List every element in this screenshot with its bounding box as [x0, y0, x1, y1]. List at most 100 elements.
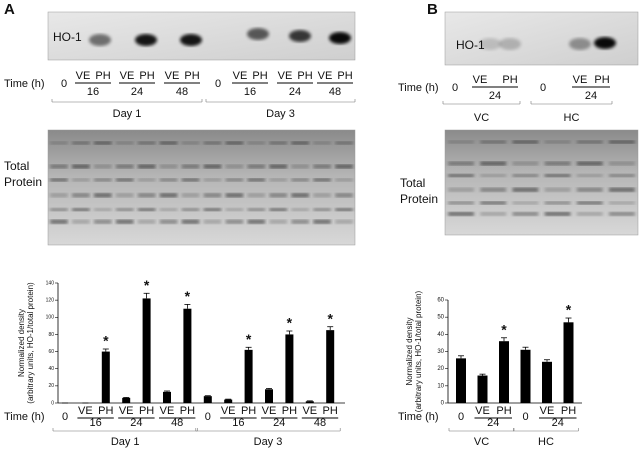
gel-band: [225, 164, 244, 169]
lane-label: VE: [475, 405, 490, 417]
gel-band: [50, 219, 68, 224]
gel-band: [94, 193, 112, 198]
bar: [563, 322, 574, 403]
gel-band: [269, 178, 288, 182]
bar: [183, 308, 192, 403]
gel-band: [512, 211, 539, 216]
bar: [285, 334, 294, 403]
bar: [203, 396, 212, 403]
time-label: 48: [176, 86, 188, 98]
bar: [122, 397, 131, 403]
gel-band: [181, 164, 200, 169]
gel-band: [448, 201, 474, 205]
lane-label: VE: [76, 70, 91, 82]
y-axis-title: Normalized density: [17, 309, 26, 377]
lane-label: 0: [452, 82, 458, 94]
gel-band: [480, 161, 507, 166]
gel-band: [115, 178, 134, 182]
gel-band: [512, 187, 539, 192]
lane-label: PH: [139, 70, 154, 82]
gel-band: [203, 141, 222, 145]
time-label: 24: [585, 90, 597, 102]
gel-band: [512, 140, 539, 144]
time-label: 24: [552, 417, 564, 429]
gel-band: [335, 178, 353, 182]
total-protein-gel: [444, 129, 639, 236]
lane-label: VE: [119, 405, 134, 417]
gel-band: [203, 193, 222, 198]
gel-band: [159, 208, 178, 212]
gel-band: [225, 141, 244, 145]
lane-label: VE: [120, 70, 135, 82]
gel-band: [247, 141, 266, 145]
lane-label: VE: [302, 405, 317, 417]
blot-band: [180, 34, 202, 46]
gel-band: [50, 208, 68, 212]
time-axis-title: Time (h): [4, 78, 45, 90]
gel-band: [94, 141, 112, 145]
time-label: 16: [89, 417, 101, 429]
gel-band: [313, 141, 331, 145]
y-tick-label: 50: [437, 315, 444, 321]
y-tick-label: 30: [437, 349, 444, 355]
lane-label: VE: [278, 70, 293, 82]
blot-band: [89, 34, 111, 46]
time-label: 24: [130, 417, 142, 429]
blot-band: [289, 30, 311, 42]
significance-label: *: [185, 288, 191, 304]
gel-band: [137, 164, 156, 169]
group-label: Day 3: [254, 436, 283, 448]
lane-label: PH: [594, 74, 609, 86]
gel-band: [576, 187, 603, 192]
y-tick-label: 80: [48, 332, 54, 338]
lane-label: VE: [233, 70, 248, 82]
gel-band: [137, 193, 156, 198]
lane-label: PH: [139, 405, 154, 417]
gel-band: [72, 219, 90, 224]
gel-band: [512, 201, 539, 205]
y-tick-label: 140: [46, 280, 55, 286]
gel-band: [480, 201, 507, 205]
gel-band: [137, 178, 156, 182]
gel-band: [159, 178, 178, 182]
gel-band: [72, 208, 90, 212]
gel-band: [291, 164, 309, 169]
group-label: Day 3: [266, 108, 295, 120]
gel-band: [313, 219, 331, 224]
gel-band: [609, 174, 635, 178]
time-label: 24: [487, 417, 499, 429]
lane-label: VE: [262, 405, 277, 417]
group-label: VC: [474, 112, 489, 124]
gel-band: [203, 219, 222, 224]
gel-band: [203, 208, 222, 212]
lane-label: VE: [540, 405, 555, 417]
significance-label: *: [144, 277, 150, 293]
gel-band: [448, 187, 474, 192]
gel-band: [225, 178, 244, 182]
time-label: 16: [244, 86, 256, 98]
y-tick-label: 0: [441, 401, 445, 407]
significance-label: *: [103, 333, 109, 349]
panel-letter: B: [427, 1, 438, 18]
gel-band: [313, 208, 331, 212]
gel-band: [291, 219, 309, 224]
gel-band: [291, 193, 309, 198]
bar: [244, 349, 253, 403]
bar: [456, 358, 466, 403]
group-label: Day 1: [113, 108, 142, 120]
gel-band: [544, 201, 571, 205]
bar: [224, 399, 233, 403]
lane-label: VE: [573, 74, 588, 86]
lane-label: PH: [241, 405, 256, 417]
gel-band: [609, 161, 635, 166]
gel-band: [313, 193, 331, 198]
gel-band: [480, 211, 507, 216]
lane-label: PH: [252, 70, 267, 82]
gel-band: [335, 193, 353, 198]
gel-band: [50, 141, 68, 145]
lane-label: PH: [297, 70, 312, 82]
gel-band: [609, 140, 635, 144]
lane-label: 0: [205, 411, 211, 423]
gel-band: [181, 219, 200, 224]
gel-band: [115, 164, 134, 169]
